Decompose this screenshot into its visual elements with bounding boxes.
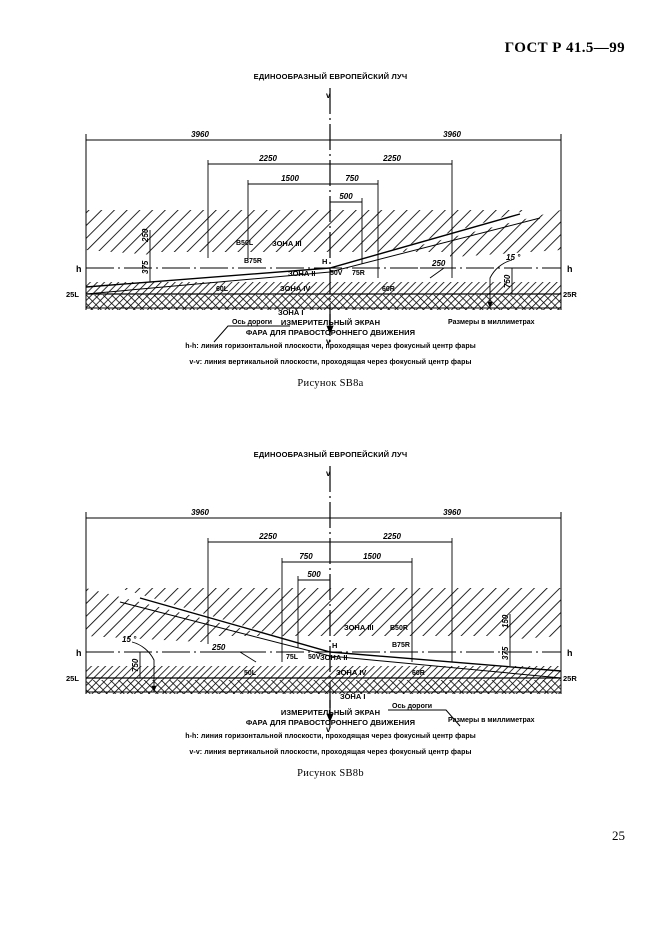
note-h-line-b: h-h: линия горизонтальной плоскости, про…	[185, 733, 476, 740]
dim-1500: 1500	[281, 174, 299, 183]
dim-250-left: 250	[141, 228, 150, 243]
dim-750: 750	[345, 174, 359, 183]
point-hv: H	[322, 257, 327, 266]
page-number: 25	[612, 828, 625, 843]
road-axis-label-b: Ось дороги	[392, 703, 432, 710]
dim-250-right: 250	[431, 259, 446, 268]
dim-750-b: 750	[299, 552, 313, 561]
point-75l: 75L	[286, 654, 299, 661]
point-50v: 50V	[330, 270, 343, 277]
dim-2250-right-b: 2250	[382, 532, 401, 541]
angle-label-15deg: 15 °	[506, 253, 521, 262]
angle-label-15deg-b: 15 °	[122, 635, 137, 644]
zone-label-3-b: ЗОНА III	[344, 623, 374, 632]
point-50l: 50L	[244, 670, 257, 677]
dim-500: 500	[339, 192, 353, 201]
edge-label-25l: 25L	[66, 290, 79, 299]
note-h-line: h-h: линия горизонтальной плоскости, про…	[185, 343, 476, 350]
dim-375-right-b: 375	[501, 646, 510, 660]
edge-label-25r-b: 25R	[563, 674, 577, 683]
units-label: Размеры в миллиметрах	[448, 319, 535, 326]
zone-label-1-b: ЗОНА I	[340, 692, 365, 701]
beam-title: ЕДИНООБРАЗНЫЙ ЕВРОПЕЙСКИЙ ЛУЧ	[253, 72, 408, 81]
dim-2250-left: 2250	[258, 154, 277, 163]
dim-1500-b: 1500	[363, 552, 381, 561]
standard-header: ГОСТ Р 41.5—99	[504, 40, 625, 56]
point-75r: 75R	[352, 270, 365, 277]
point-b50r: B50R	[390, 625, 408, 632]
screen-diagram-b: h h v 3960 3960 2250 2250	[66, 466, 577, 734]
zone-label-4: ЗОНА IV	[280, 284, 310, 293]
axis-label-v-top-b: v	[326, 469, 331, 478]
axis-label-v-bottom: v	[326, 337, 331, 346]
zone-label-2-b: ЗОНА II	[320, 653, 348, 662]
point-b75r: B75R	[244, 258, 262, 265]
caption-line-2-b: ФАРА ДЛЯ ПРАВОСТОРОННЕГО ДВИЖЕНИЯ	[245, 718, 416, 727]
beam-title-b: ЕДИНООБРАЗНЫЙ ЕВРОПЕЙСКИЙ ЛУЧ	[253, 450, 408, 459]
dim-2250-right: 2250	[382, 154, 401, 163]
point-hv-b: H	[332, 641, 337, 650]
figure-label-sb8b: Рисунок SB8b	[297, 768, 364, 779]
figure-sb8a-drawing: h h v 3960 3960 2250 2250	[0, 82, 661, 372]
axis-label-v-bottom-b: v	[326, 725, 331, 734]
dim-3960-right-b: 3960	[443, 508, 461, 517]
zone-label-3: ЗОНА III	[272, 239, 302, 248]
dim-150-right-b: 150	[501, 614, 510, 628]
note-v-line-b: v-v: линия вертикальной плоскости, прохо…	[189, 749, 472, 756]
dim-2250-left-b: 2250	[258, 532, 277, 541]
dim-750-left-b: 750	[131, 658, 140, 672]
edge-label-25r: 25R	[563, 290, 577, 299]
edge-label-25l-b: 25L	[66, 674, 79, 683]
dim-250-left-b: 250	[211, 643, 226, 652]
dim-3960-right: 3960	[443, 130, 461, 139]
axis-label-v-top: v	[326, 91, 331, 100]
road-axis-label: Ось дороги	[232, 319, 272, 326]
point-60r-b: 60R	[412, 670, 425, 677]
axis-label-h-right-b: h	[567, 648, 573, 658]
zone-label-1: ЗОНА I	[278, 308, 303, 317]
screen-diagram-a: h h v 3960 3960 2250 2250	[66, 88, 577, 346]
dim-3960-left-b: 3960	[191, 508, 209, 517]
figure-a-caption-block: ИЗМЕРИТЕЛЬНЫЙ ЭКРАН ФАРА ДЛЯ ПРАВОСТОРОН…	[0, 318, 661, 338]
axis-label-h-right: h	[567, 264, 573, 274]
axis-label-h-left: h	[76, 264, 82, 274]
zone-label-2: ЗОНА II	[288, 269, 316, 278]
figure-sb8b-drawing: h h v 3960 3960 2250 2250	[0, 460, 661, 750]
dim-750-right: 750	[503, 274, 512, 288]
point-b75r-b: B75R	[392, 642, 410, 649]
dim-500-b: 500	[307, 570, 321, 579]
axis-label-h-left-b: h	[76, 648, 82, 658]
note-v-line: v-v: линия вертикальной плоскости, прохо…	[189, 359, 472, 366]
caption-line-2: ФАРА ДЛЯ ПРАВОСТОРОННЕГО ДВИЖЕНИЯ	[245, 328, 416, 337]
point-50v-b: 50V	[308, 654, 321, 661]
point-60r: 60R	[382, 286, 395, 293]
point-b50l: B50L	[236, 240, 254, 247]
dim-375-left: 375	[141, 260, 150, 274]
figure-label-sb8a: Рисунок SB8a	[297, 378, 364, 389]
zone-label-4-b: ЗОНА IV	[336, 668, 366, 677]
caption-line-1-b: ИЗМЕРИТЕЛЬНЫЙ ЭКРАН	[280, 708, 381, 717]
figure-b-caption-block: ИЗМЕРИТЕЛЬНЫЙ ЭКРАН ФАРА ДЛЯ ПРАВОСТОРОН…	[0, 708, 661, 728]
dim-3960-left: 3960	[191, 130, 209, 139]
point-60l: 60L	[216, 286, 229, 293]
units-label-b: Размеры в миллиметрах	[448, 717, 535, 724]
caption-line-1: ИЗМЕРИТЕЛЬНЫЙ ЭКРАН	[280, 318, 381, 327]
